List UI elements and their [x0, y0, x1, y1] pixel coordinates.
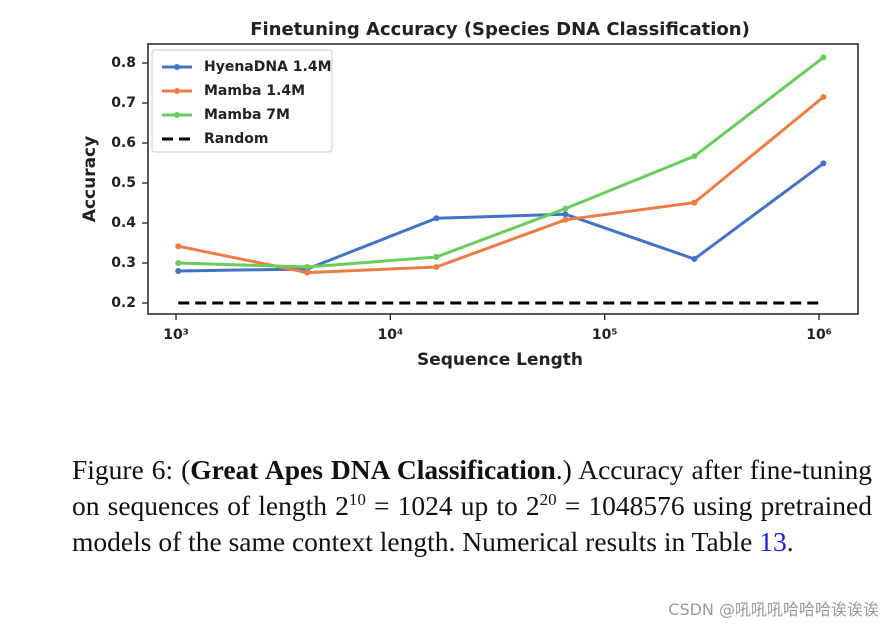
- point: [433, 264, 440, 270]
- y-axis-label: Accuracy: [80, 136, 100, 222]
- x-tick-label: 10³: [163, 327, 189, 343]
- point: [175, 243, 182, 250]
- plot-frame: [147, 43, 859, 315]
- y-tick-label: 0.4: [111, 215, 136, 231]
- table-link[interactable]: 13: [759, 526, 787, 557]
- caption-text: = 1048576 using pretrained models of the…: [72, 490, 872, 557]
- legend-label: Mamba 1.4M: [204, 83, 305, 99]
- y-tick-label: 0.5: [111, 175, 136, 191]
- point: [691, 256, 698, 262]
- figure-caption: Figure 6: (Great Apes DNA Classification…: [72, 452, 872, 560]
- point: [433, 254, 440, 260]
- point: [820, 54, 827, 61]
- caption-text: .) Accuracy after fine-tuning on sequenc…: [72, 454, 872, 521]
- point: [562, 216, 569, 223]
- x-axis-label: Sequence Length: [417, 350, 583, 370]
- caption-sup: 10: [348, 489, 366, 509]
- point: [562, 205, 569, 212]
- point: [433, 215, 440, 222]
- point: [304, 264, 311, 270]
- x-tick-label: 10⁵: [592, 327, 618, 343]
- caption-text: = 1024 up to 2: [365, 490, 540, 521]
- caption-text: Figure 6: (: [72, 454, 191, 485]
- y-tick-label: 0.8: [111, 55, 136, 71]
- series-line: [178, 56, 825, 269]
- legend-box: [151, 49, 333, 153]
- y-tick-label: 0.6: [111, 135, 136, 151]
- point: [691, 199, 698, 206]
- y-tick-label: 0.2: [111, 295, 136, 311]
- point: [175, 260, 182, 266]
- legend-label: Mamba 7M: [204, 107, 290, 123]
- x-tick-label: 10⁶: [806, 327, 832, 343]
- point: [175, 268, 182, 274]
- point: [820, 160, 827, 167]
- point: [820, 94, 827, 100]
- point: [304, 269, 311, 276]
- point: [691, 153, 698, 160]
- watermark: CSDN @吼吼吼哈哈哈诶诶诶: [668, 600, 879, 619]
- legend-label: HyenaDNA 1.4M: [204, 59, 332, 75]
- series-line: [178, 162, 825, 273]
- legend-marker: [174, 112, 180, 118]
- y-tick-label: 0.3: [111, 255, 136, 271]
- caption-text: .: [786, 526, 794, 557]
- chart-title: Finetuning Accuracy (Species DNA Classif…: [250, 19, 750, 40]
- y-tick-label: 0.7: [111, 95, 136, 111]
- legend-marker: [174, 64, 180, 70]
- x-tick-label: 10⁴: [378, 327, 404, 343]
- chart: Finetuning Accuracy (Species DNA Classif…: [80, 19, 859, 370]
- caption-sup: 20: [539, 489, 557, 509]
- legend-marker: [174, 88, 180, 94]
- point: [562, 211, 569, 218]
- series-line: [177, 95, 825, 275]
- legend-label: Random: [204, 131, 268, 147]
- caption-bold: Great Apes DNA Classification: [190, 454, 556, 485]
